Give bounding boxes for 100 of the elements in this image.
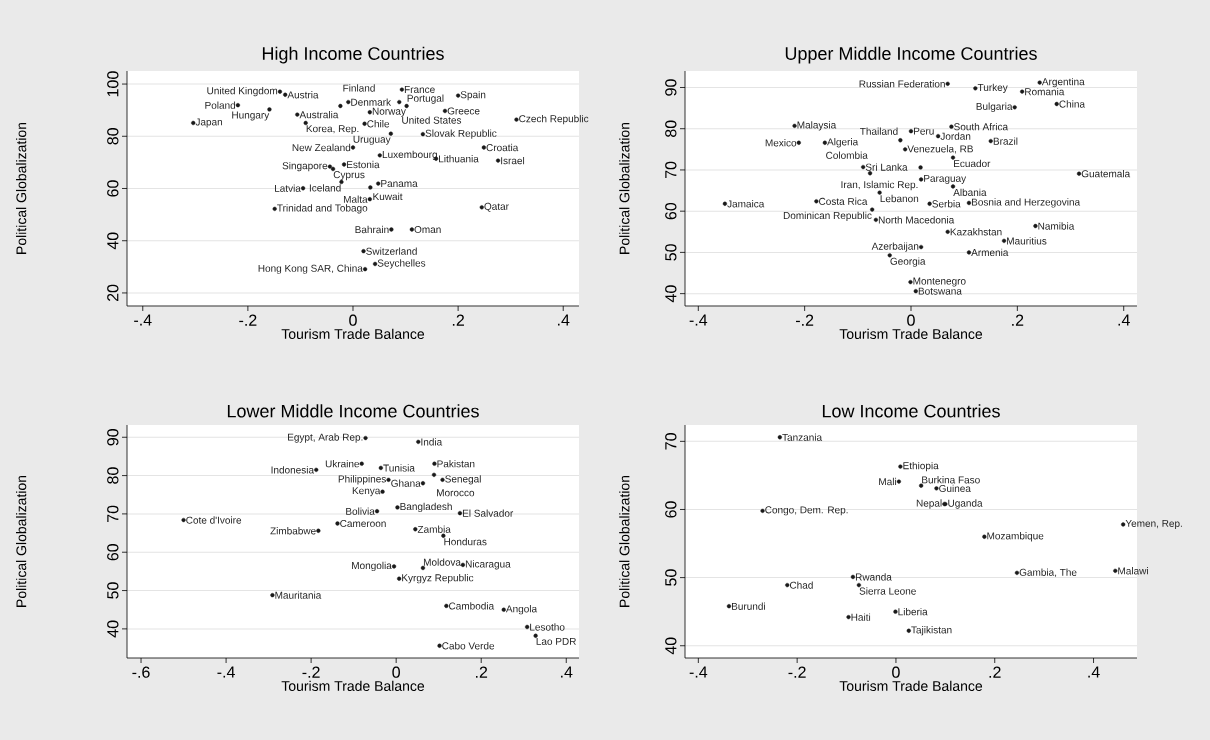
point [919, 177, 924, 182]
y-tick-label: 50 [665, 569, 677, 586]
annotation: Liberia [898, 608, 928, 616]
annotation: Mongolia [352, 561, 392, 572]
annotation: Bahrain [355, 225, 389, 234]
annotation: Tanzania [782, 433, 823, 441]
point [409, 227, 414, 232]
annotation: Albania [953, 188, 987, 196]
y-tick-label: 90 [665, 79, 677, 96]
y-tick-label: 100 [107, 71, 119, 97]
point [785, 583, 790, 588]
x-tick-label: 0 [907, 314, 915, 326]
annotation: Egypt, Arab Rep. [288, 433, 363, 443]
annotation: North Macedonia [878, 216, 955, 224]
point [722, 201, 727, 206]
annotation: Burkina Faso [922, 476, 980, 484]
point [896, 479, 901, 484]
point [432, 461, 437, 466]
point [267, 107, 272, 112]
point [363, 435, 368, 441]
annotation: Rwanda [855, 573, 892, 581]
annotation: Nicaragua [465, 560, 511, 570]
annotation: Uganda [948, 499, 983, 509]
point [399, 87, 404, 92]
y-tick-label: 50 [107, 582, 119, 599]
annotation: Croatia [486, 143, 519, 152]
annotation: Hungary [232, 111, 270, 121]
annotation: Portugal [407, 94, 444, 104]
point [966, 200, 972, 206]
y-tick-label: 80 [107, 467, 119, 484]
annotation: Luxembourg [382, 150, 437, 160]
annotation: Switzerland [366, 247, 417, 255]
point [327, 164, 332, 169]
x-tick-label: -.2 [796, 314, 814, 326]
annotation: Singapore [282, 161, 328, 172]
annotation: Denmark [351, 98, 392, 106]
point [444, 603, 449, 608]
annotation: Estonia [347, 160, 380, 169]
point [867, 171, 873, 176]
y-tick-label: 20 [107, 284, 119, 302]
annotation: Costa Rica [819, 197, 868, 205]
y-tick-label: 40 [665, 285, 677, 303]
x-tick-label: 0 [392, 666, 400, 678]
x-tick-label: .2 [452, 314, 464, 326]
point [934, 486, 939, 491]
annotation: Algeria [827, 138, 859, 148]
point [372, 261, 378, 267]
annotation: Indonesia [271, 466, 315, 474]
annotation: Lithuania [439, 155, 479, 163]
x-tick-label: -.4 [689, 314, 708, 326]
point [1054, 101, 1059, 107]
x-tick-label: .4 [1088, 666, 1100, 678]
point [395, 505, 400, 510]
annotation: Malawi [1118, 567, 1148, 575]
annotation: United Kingdom [207, 86, 278, 97]
annotation: El Salvador [462, 509, 514, 517]
annotation: Chad [789, 581, 813, 589]
point [1020, 89, 1025, 94]
annotation: Yemen, Rep. [1125, 519, 1182, 529]
annotation: Jordan [940, 132, 971, 140]
point [359, 461, 364, 466]
annotation: Armenia [971, 248, 1009, 257]
y-axis-title: Political Globalization [619, 122, 630, 254]
point [870, 207, 875, 212]
annotation: Nepal [916, 499, 942, 509]
annotation: Panama [381, 180, 418, 188]
point [1121, 522, 1126, 527]
y-tick-label: 80 [107, 128, 119, 145]
y-axis-title: Political Globalization [619, 475, 630, 607]
annotation: Tunisia [383, 464, 415, 472]
annotation: Iran, Islamic Rep. [841, 180, 918, 191]
x-tick-label: -.4 [689, 666, 708, 678]
annotation: Bolivia [346, 507, 375, 515]
annotation: India [421, 438, 443, 446]
annotation: Uruguay [353, 135, 391, 145]
point [272, 206, 277, 211]
x-tick-label: .4 [1118, 314, 1130, 326]
chart-title: Lower Middle Income Countries [227, 404, 479, 418]
point [777, 435, 782, 440]
annotation: Bulgaria [976, 102, 1013, 112]
annotation: Tajikistan [911, 626, 952, 636]
annotation: Burundi [731, 602, 765, 610]
point [1001, 238, 1007, 243]
point [949, 124, 954, 129]
point [908, 279, 913, 285]
point [416, 439, 421, 444]
point [376, 181, 381, 186]
point [919, 483, 924, 488]
point [368, 185, 373, 190]
annotation: Malta [343, 195, 368, 203]
point [792, 123, 797, 128]
y-tick-label: 90 [107, 429, 119, 446]
point [1113, 568, 1118, 573]
annotation: Mali [879, 477, 897, 486]
annotation: Romania [1025, 87, 1065, 96]
point [361, 249, 366, 254]
annotation: Greece [447, 107, 480, 115]
point [437, 643, 442, 648]
annotation: Ukraine [325, 460, 360, 468]
point [856, 583, 861, 588]
